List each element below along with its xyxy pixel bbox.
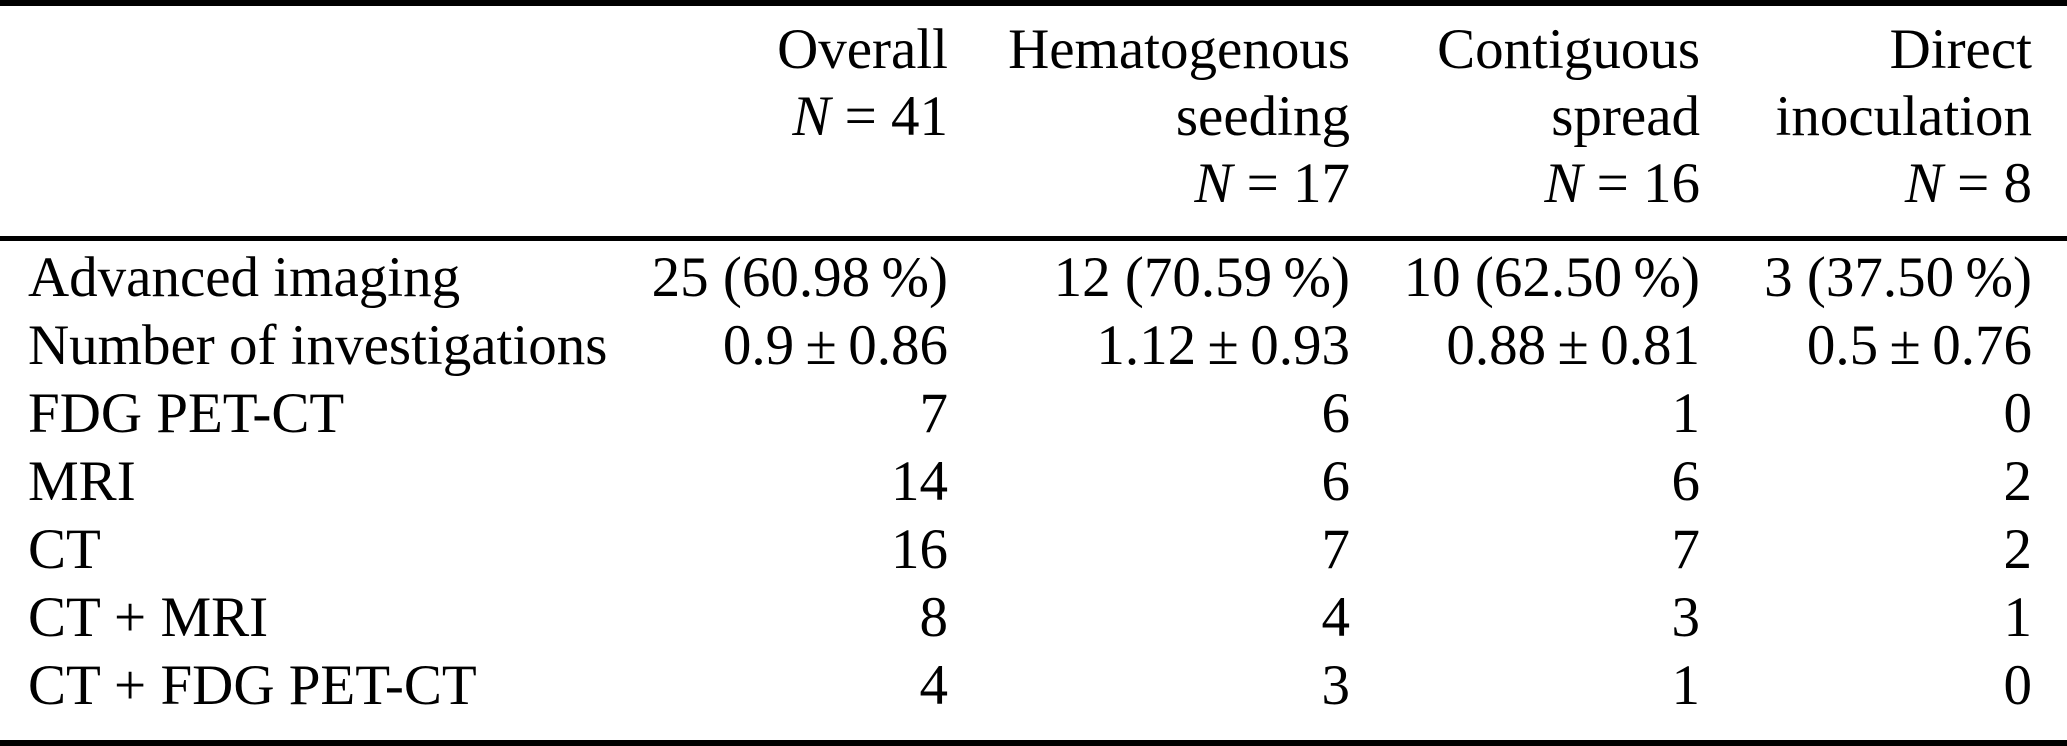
table-row-fdg-pet-ct: FDG PET-CT 7 6 1 0	[0, 380, 2032, 448]
column-title: Overall	[777, 18, 948, 81]
column-title: Contiguous	[1437, 18, 1700, 81]
header-col-overall: Overall N = 41	[620, 16, 948, 217]
table-row-ct-plus-mri: CT + MRI 8 4 3 1	[0, 584, 2032, 652]
n-value: = 16	[1582, 152, 1700, 215]
table-row-ct: CT 16 7 7 2	[0, 516, 2032, 584]
table-row-advanced-imaging: Advanced imaging 25 (60.98 %) 12 (70.59 …	[0, 244, 2032, 312]
header-col-hematogenous-seeding: Hematogenous seeding N = 17	[948, 16, 1350, 217]
table-row-ct-plus-fdg-pet-ct: CT + FDG PET-CT 4 3 1 0	[0, 652, 2032, 720]
column-title-line2: spread	[1551, 85, 1700, 148]
column-title: Hematogenous	[1008, 18, 1350, 81]
cell-value: 0.5 ± 0.76	[1806, 314, 2032, 377]
column-n-count: N = 8	[1905, 150, 2032, 217]
column-title: Direct	[1889, 18, 2032, 81]
table-row-mri: MRI 14 6 6 2	[0, 448, 2032, 516]
cell-value: 4	[1321, 586, 1351, 649]
cell-value: 3 (37.50 %)	[1764, 246, 2032, 309]
cell-value: 1	[1671, 654, 1701, 717]
column-n-count: N = 41	[792, 83, 948, 150]
cell-value: 2	[2003, 450, 2033, 513]
cell-value: 1.12 ± 0.93	[1096, 314, 1350, 377]
n-symbol: N	[1194, 152, 1233, 215]
column-title-line2: seeding	[1175, 85, 1350, 148]
cell-value: 25 (60.98 %)	[651, 246, 948, 309]
cell-value: 0	[2003, 654, 2033, 717]
header-empty-cell	[0, 16, 620, 217]
column-title-line2: inoculation	[1775, 85, 2032, 148]
cell-value: 10 (62.50 %)	[1403, 246, 1700, 309]
cell-value: 2	[2003, 518, 2033, 581]
row-label: CT	[28, 518, 101, 581]
cell-value: 8	[919, 586, 949, 649]
table-body: Advanced imaging 25 (60.98 %) 12 (70.59 …	[0, 244, 2032, 720]
cell-value: 3	[1671, 586, 1701, 649]
cell-value: 7	[919, 382, 949, 445]
cell-value: 0.88 ± 0.81	[1446, 314, 1700, 377]
cell-value: 7	[1671, 518, 1701, 581]
cell-value: 12 (70.59 %)	[1053, 246, 1350, 309]
cell-value: 6	[1321, 450, 1351, 513]
column-n-count: N = 17	[1194, 150, 1350, 217]
table-header-row: Overall N = 41 Hematogenous seeding N = …	[0, 16, 2032, 217]
cell-value: 0	[2003, 382, 2033, 445]
row-label: Advanced imaging	[28, 246, 461, 309]
n-symbol: N	[1904, 152, 1943, 215]
n-symbol: N	[1544, 152, 1583, 215]
row-label: MRI	[28, 450, 136, 513]
cell-value: 0.9 ± 0.86	[722, 314, 948, 377]
row-label: FDG PET-CT	[28, 382, 345, 445]
header-col-direct-inoculation: Direct inoculation N = 8	[1700, 16, 2032, 217]
table-top-rule	[0, 0, 2067, 6]
table-bottom-rule	[0, 740, 2067, 746]
n-value: = 17	[1232, 152, 1350, 215]
n-value: = 8	[1942, 152, 2032, 215]
row-label: CT + FDG PET-CT	[28, 654, 477, 717]
header-col-contiguous-spread: Contiguous spread N = 16	[1350, 16, 1700, 217]
cell-value: 6	[1671, 450, 1701, 513]
cell-value: 4	[919, 654, 949, 717]
table-header-rule	[0, 236, 2067, 241]
cell-value: 1	[1671, 382, 1701, 445]
cell-value: 16	[891, 518, 948, 581]
table-row-number-of-investigations: Number of investigations 0.9 ± 0.86 1.12…	[0, 312, 2032, 380]
row-label: Number of investigations	[28, 314, 608, 377]
row-label: CT + MRI	[28, 586, 269, 649]
n-value: = 41	[830, 85, 948, 148]
column-n-count: N = 16	[1544, 150, 1700, 217]
cell-value: 3	[1321, 654, 1351, 717]
cell-value: 6	[1321, 382, 1351, 445]
cell-value: 1	[2003, 586, 2033, 649]
n-symbol: N	[792, 85, 831, 148]
cell-value: 14	[891, 450, 948, 513]
cell-value: 7	[1321, 518, 1351, 581]
